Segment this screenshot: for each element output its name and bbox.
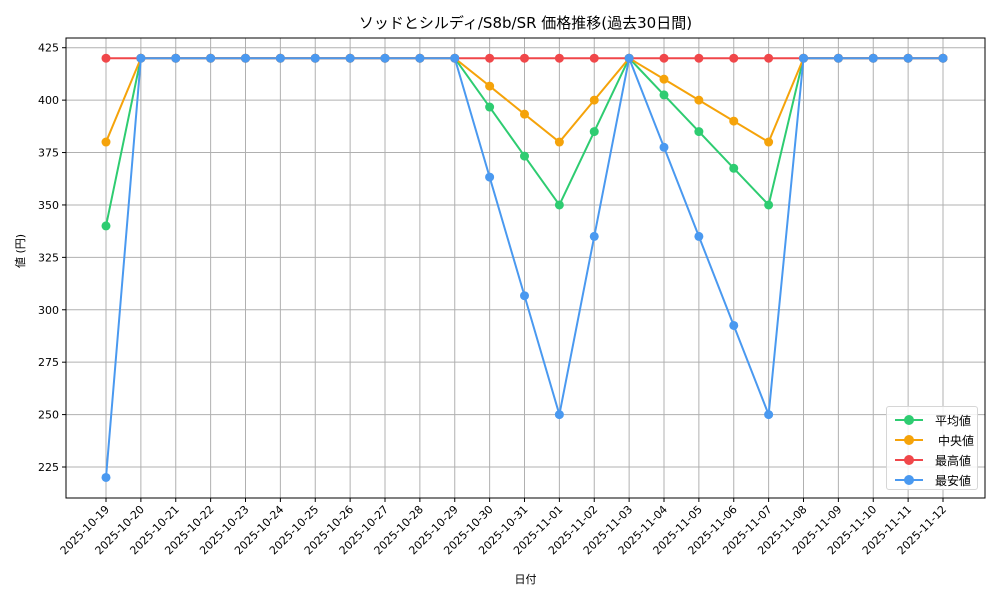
data-point bbox=[485, 102, 495, 112]
data-point bbox=[554, 53, 564, 63]
data-point bbox=[764, 200, 774, 210]
data-point bbox=[380, 53, 390, 63]
data-point bbox=[241, 53, 250, 63]
legend-marker-icon bbox=[895, 454, 923, 466]
legend-marker-icon bbox=[895, 414, 923, 426]
data-point bbox=[520, 151, 529, 161]
data-point bbox=[485, 81, 495, 91]
data-point bbox=[101, 221, 111, 231]
y-tick-label: 275 bbox=[38, 356, 59, 369]
data-point bbox=[101, 472, 111, 482]
legend-label: 平均値 bbox=[935, 413, 972, 428]
data-point bbox=[694, 53, 704, 63]
legend-label: 最安値 bbox=[935, 473, 972, 488]
y-tick-label: 400 bbox=[38, 94, 59, 107]
y-tick-label: 425 bbox=[38, 42, 59, 55]
data-point bbox=[136, 53, 146, 63]
legend-item-average: 平均値 bbox=[887, 410, 977, 430]
data-point bbox=[729, 53, 739, 63]
series-lines bbox=[101, 53, 948, 482]
legend-item-max: 最高値 bbox=[887, 450, 977, 470]
plot-frame bbox=[65, 37, 986, 499]
data-point bbox=[868, 53, 878, 63]
data-point bbox=[554, 410, 564, 420]
data-point bbox=[694, 127, 704, 137]
data-point bbox=[729, 116, 739, 126]
data-point bbox=[589, 231, 599, 241]
data-point bbox=[659, 90, 669, 100]
y-tick-label: 300 bbox=[38, 304, 59, 317]
data-point bbox=[659, 142, 669, 152]
legend: 平均値 中央値 最高値 最安値 bbox=[886, 406, 978, 490]
x-axis-label: 日付 bbox=[514, 573, 537, 586]
data-point bbox=[764, 53, 774, 63]
y-tick-label: 250 bbox=[38, 409, 59, 422]
data-point bbox=[171, 53, 181, 63]
data-point bbox=[903, 53, 913, 63]
gridlines bbox=[66, 38, 985, 498]
data-point bbox=[694, 95, 704, 105]
data-point bbox=[833, 53, 843, 63]
data-point bbox=[206, 53, 216, 63]
data-point bbox=[520, 53, 529, 63]
series-最安値 bbox=[101, 53, 948, 482]
data-point bbox=[554, 137, 564, 147]
data-point bbox=[589, 95, 599, 105]
chart-title: ソッドとシルディ/S8b/SR 価格推移(過去30日間) bbox=[358, 14, 693, 32]
data-point bbox=[345, 53, 355, 63]
y-tick-label: 225 bbox=[38, 461, 59, 474]
legend-item-min: 最安値 bbox=[887, 470, 977, 490]
data-point bbox=[450, 53, 460, 63]
data-point bbox=[764, 137, 774, 147]
data-point bbox=[101, 53, 111, 63]
data-point bbox=[415, 53, 425, 63]
data-point bbox=[694, 231, 704, 241]
legend-label: 中央値 bbox=[938, 433, 975, 448]
data-point bbox=[659, 74, 669, 84]
data-point bbox=[659, 53, 669, 63]
data-point bbox=[554, 200, 564, 210]
data-point bbox=[729, 320, 739, 330]
data-point bbox=[799, 53, 808, 63]
legend-item-median: 中央値 bbox=[887, 430, 977, 450]
axes: 2025-10-192025-10-202025-10-212025-10-22… bbox=[38, 42, 949, 558]
y-tick-label: 350 bbox=[38, 199, 59, 212]
legend-marker-icon bbox=[895, 474, 923, 486]
legend-marker-icon bbox=[895, 434, 923, 446]
data-point bbox=[589, 53, 599, 63]
data-point bbox=[520, 109, 529, 119]
data-point bbox=[485, 172, 495, 182]
data-point bbox=[938, 53, 948, 63]
data-point bbox=[101, 137, 111, 147]
data-point bbox=[589, 127, 599, 137]
legend-label: 最高値 bbox=[935, 453, 972, 468]
data-point bbox=[275, 53, 285, 63]
data-point bbox=[485, 53, 495, 63]
data-point bbox=[520, 291, 529, 301]
y-tick-label: 325 bbox=[38, 251, 59, 264]
data-point bbox=[729, 163, 739, 173]
y-tick-label: 375 bbox=[38, 147, 59, 160]
data-point bbox=[764, 410, 774, 420]
data-point bbox=[624, 53, 634, 63]
data-point bbox=[310, 53, 320, 63]
